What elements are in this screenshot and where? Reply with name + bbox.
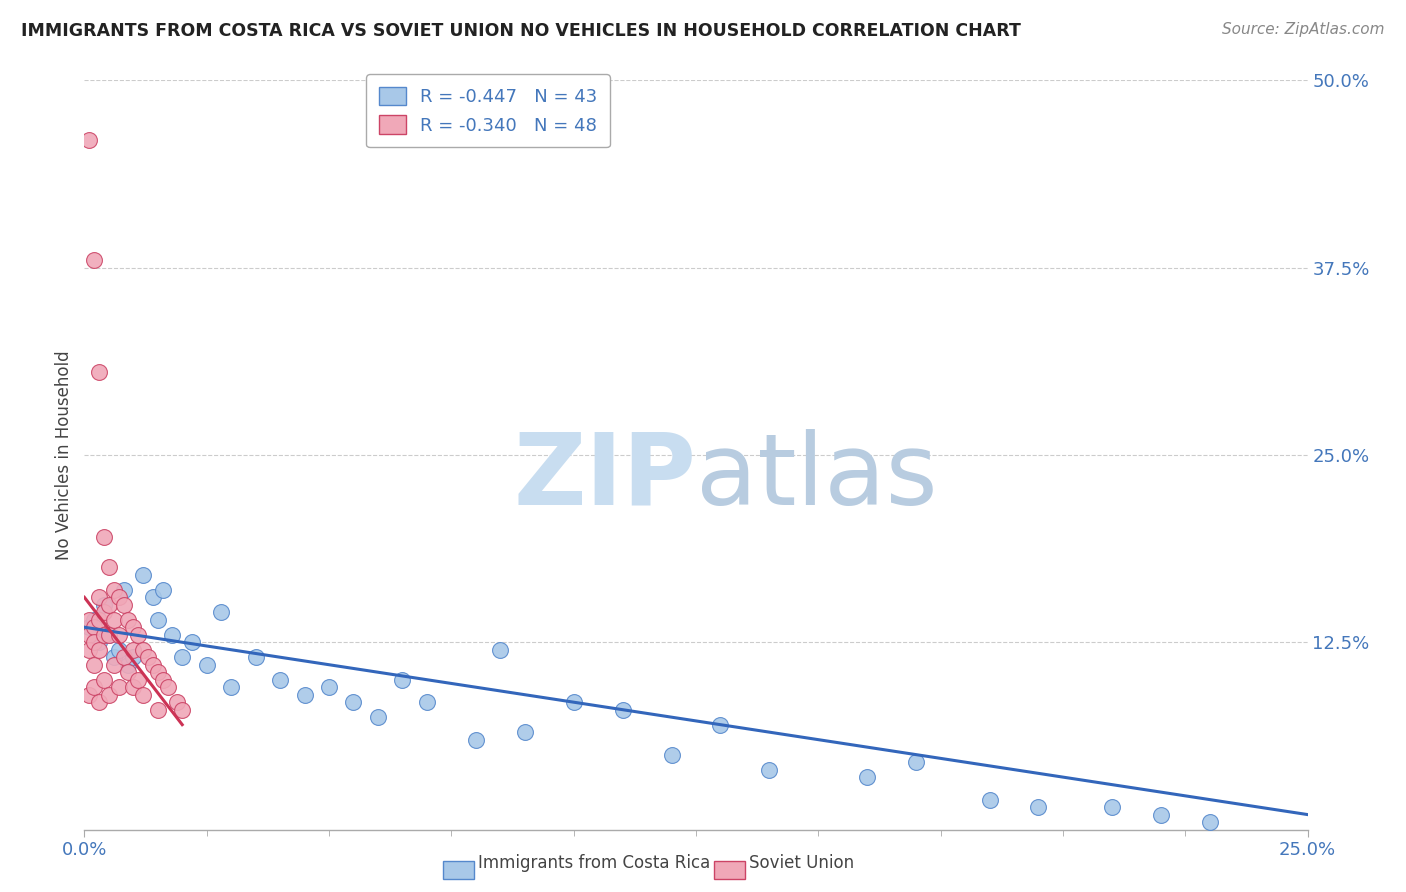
Point — [1028, 800, 1050, 814]
Point — [367, 710, 389, 724]
Point — [93, 598, 115, 612]
Point — [107, 642, 129, 657]
Point — [146, 613, 169, 627]
Point — [83, 680, 105, 694]
Point — [87, 613, 110, 627]
Point — [612, 703, 634, 717]
Point — [103, 650, 125, 665]
Point — [77, 620, 100, 634]
Point — [87, 366, 110, 380]
Point — [1101, 800, 1123, 814]
Point — [152, 673, 174, 687]
Point — [93, 673, 115, 687]
Point — [77, 642, 100, 657]
Point — [97, 628, 120, 642]
Text: IMMIGRANTS FROM COSTA RICA VS SOVIET UNION NO VEHICLES IN HOUSEHOLD CORRELATION : IMMIGRANTS FROM COSTA RICA VS SOVIET UNI… — [21, 22, 1021, 40]
Point — [97, 598, 120, 612]
Point — [127, 628, 149, 642]
Point — [112, 650, 135, 665]
Point — [77, 613, 100, 627]
Text: Source: ZipAtlas.com: Source: ZipAtlas.com — [1222, 22, 1385, 37]
Point — [112, 582, 135, 597]
Point — [489, 642, 512, 657]
Point — [83, 613, 105, 627]
Point — [856, 770, 879, 784]
Point — [661, 747, 683, 762]
Point — [83, 253, 105, 268]
Point — [464, 732, 486, 747]
Y-axis label: No Vehicles in Household: No Vehicles in Household — [55, 350, 73, 560]
Point — [77, 133, 100, 147]
Point — [219, 680, 242, 694]
Point — [136, 650, 159, 665]
Point — [979, 792, 1001, 806]
Point — [122, 650, 145, 665]
Point — [117, 657, 139, 672]
Point — [97, 628, 120, 642]
Point — [93, 530, 115, 544]
Point — [93, 628, 115, 642]
Point — [87, 591, 110, 605]
Point — [87, 695, 110, 709]
Point — [142, 657, 165, 672]
Point — [112, 598, 135, 612]
Point — [172, 703, 194, 717]
Text: ZIP: ZIP — [513, 429, 696, 526]
Point — [269, 673, 291, 687]
Point — [905, 755, 928, 769]
Point — [342, 695, 364, 709]
Point — [391, 673, 413, 687]
Point — [709, 717, 731, 731]
Point — [103, 613, 125, 627]
Point — [97, 688, 120, 702]
Point — [245, 650, 267, 665]
Point — [166, 695, 188, 709]
Point — [142, 591, 165, 605]
Point — [103, 657, 125, 672]
Point — [97, 560, 120, 574]
Point — [562, 695, 585, 709]
Point — [294, 688, 316, 702]
Point — [83, 635, 105, 649]
Text: Immigrants from Costa Rica: Immigrants from Costa Rica — [478, 855, 710, 872]
Point — [318, 680, 340, 694]
Text: Soviet Union: Soviet Union — [749, 855, 855, 872]
Point — [122, 620, 145, 634]
Point — [172, 650, 194, 665]
Point — [181, 635, 204, 649]
Point — [107, 680, 129, 694]
Point — [107, 591, 129, 605]
Point — [83, 620, 105, 634]
Point — [758, 763, 780, 777]
Point — [132, 642, 155, 657]
Point — [117, 665, 139, 680]
Point — [83, 657, 105, 672]
Point — [127, 673, 149, 687]
Point — [162, 628, 184, 642]
Point — [513, 725, 536, 739]
Point — [1150, 807, 1173, 822]
Point — [122, 642, 145, 657]
Point — [152, 582, 174, 597]
Point — [77, 628, 100, 642]
Point — [93, 605, 115, 619]
Point — [122, 680, 145, 694]
Point — [1198, 815, 1220, 830]
Point — [132, 688, 155, 702]
Point — [117, 613, 139, 627]
Point — [209, 605, 232, 619]
Point — [146, 703, 169, 717]
Point — [195, 657, 218, 672]
Point — [103, 582, 125, 597]
Point — [132, 567, 155, 582]
Point — [416, 695, 439, 709]
Point — [77, 688, 100, 702]
Text: atlas: atlas — [696, 429, 938, 526]
Point — [146, 665, 169, 680]
Point — [87, 635, 110, 649]
Point — [87, 642, 110, 657]
Point — [107, 628, 129, 642]
Point — [156, 680, 179, 694]
